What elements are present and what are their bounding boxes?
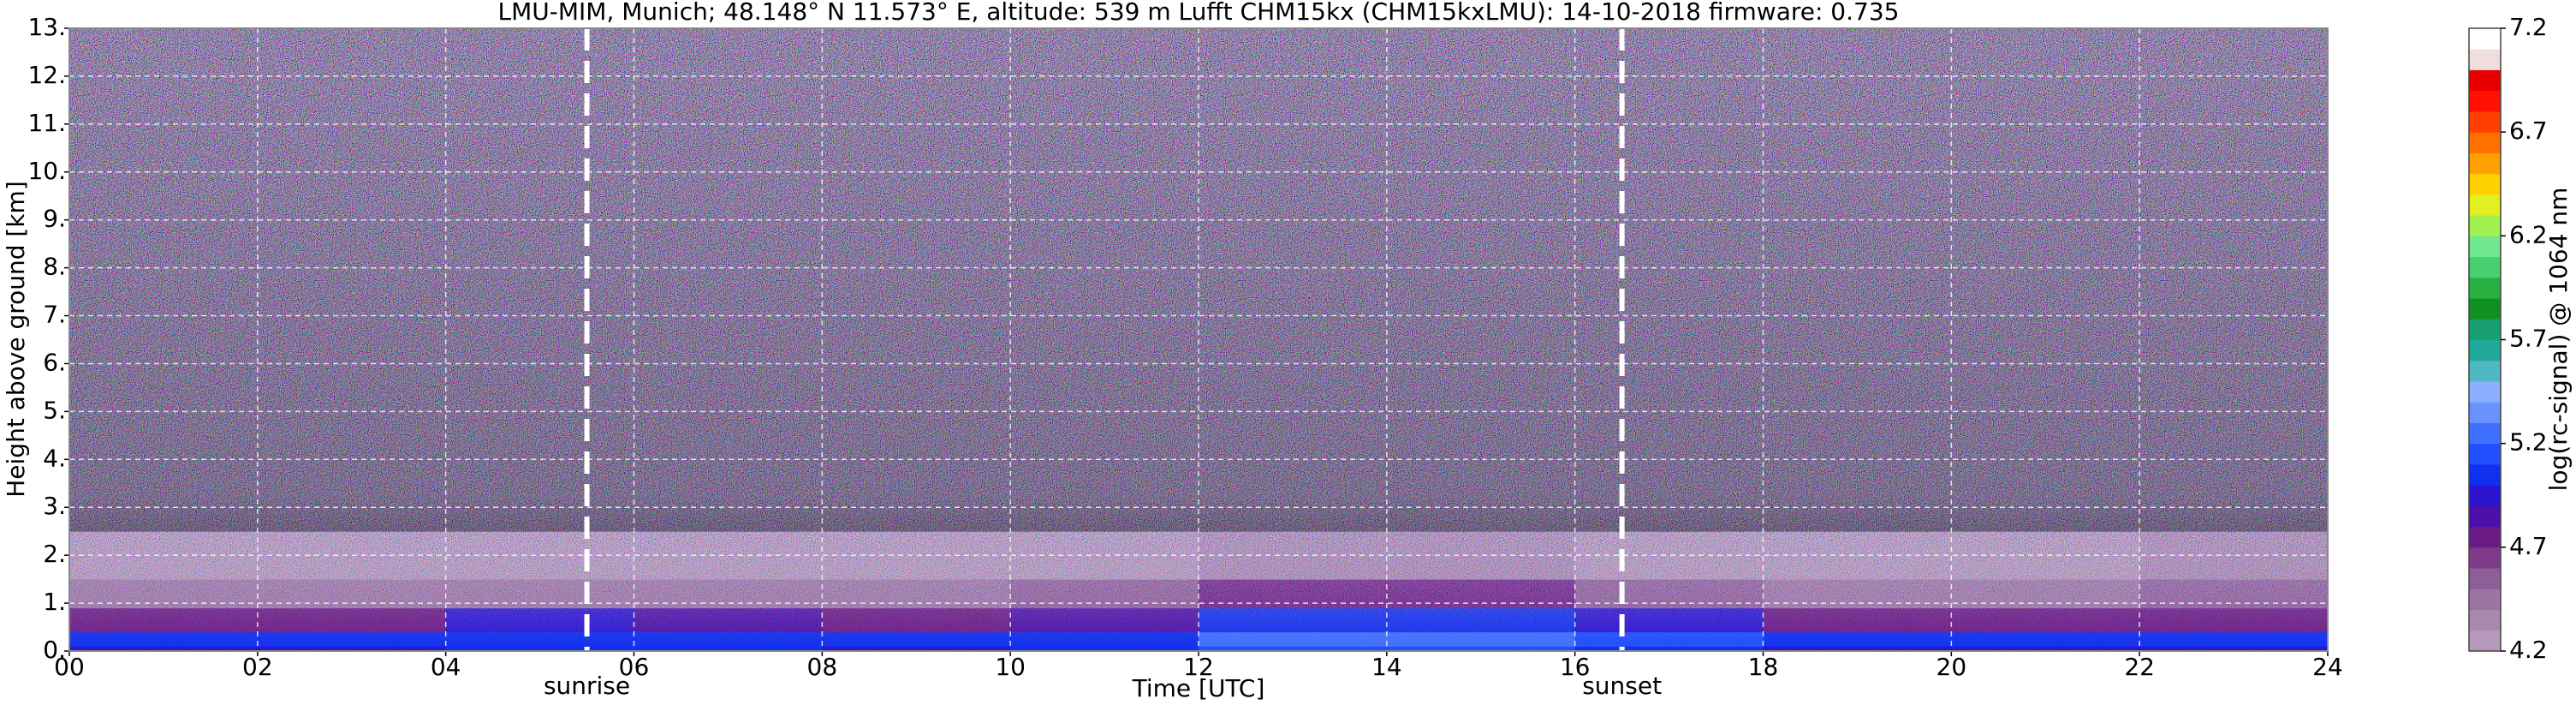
y-tick-label: 8. bbox=[43, 253, 66, 281]
y-tick-label: 11. bbox=[27, 109, 66, 137]
y-tick-label: 2. bbox=[43, 540, 66, 568]
colorbar-segment bbox=[2469, 28, 2501, 50]
colorbar-segment bbox=[2469, 298, 2501, 320]
colorbar-segment bbox=[2469, 69, 2501, 92]
x-tick-label: 12 bbox=[1183, 653, 1214, 681]
colorbar-segment bbox=[2469, 49, 2501, 70]
colorbar-segment bbox=[2469, 402, 2501, 423]
colorbar-tick-label: 5.2 bbox=[2509, 428, 2548, 457]
colorbar-label: log(rc-signal) @ 1064 nm bbox=[2544, 188, 2573, 492]
colorbar-segment bbox=[2469, 277, 2501, 299]
colorbar-tick-label: 7.2 bbox=[2509, 13, 2548, 41]
event-label: sunrise bbox=[544, 672, 630, 700]
colorbar-tick-label: 4.2 bbox=[2509, 636, 2548, 664]
axes: 0. 1. 2. 3. 4. 5. 6. 7. 8. 9. 10. 11. 12. 13. 00 02 04 06… bbox=[27, 13, 2342, 700]
colorbar-segment bbox=[2469, 443, 2501, 465]
y-tick-label: 7. bbox=[43, 301, 66, 329]
x-tick-label: 10 bbox=[995, 653, 1026, 681]
colorbar-segment bbox=[2469, 215, 2501, 236]
x-tick-label: 06 bbox=[619, 653, 650, 681]
colorbar-segment bbox=[2469, 360, 2501, 382]
colorbar-segment bbox=[2469, 194, 2501, 216]
x-tick-label: 04 bbox=[431, 653, 461, 681]
colorbar-segment bbox=[2469, 422, 2501, 445]
colorbar-segment bbox=[2469, 568, 2501, 589]
colorbar-segment bbox=[2469, 547, 2501, 569]
y-tick-label: 12. bbox=[27, 61, 66, 89]
y-tick-label: 3. bbox=[43, 492, 66, 520]
y-axis-label: Height above ground [km] bbox=[2, 181, 30, 498]
colorbar-tick-label: 4.7 bbox=[2509, 532, 2548, 560]
colorbar-segment bbox=[2469, 256, 2501, 278]
colorbar-segment bbox=[2469, 609, 2501, 631]
colorbar-segment bbox=[2469, 152, 2501, 175]
x-tick-label: 18 bbox=[1748, 653, 1779, 681]
y-tick-label: 13. bbox=[27, 13, 66, 41]
colorbar-segment bbox=[2469, 380, 2501, 403]
x-tick-label: 02 bbox=[242, 653, 273, 681]
colorbar-segment bbox=[2469, 463, 2501, 486]
x-tick-label: 22 bbox=[2124, 653, 2155, 681]
y-tick-label: 9. bbox=[43, 205, 66, 233]
chart-title: LMU-MIM, Munich; 48.148° N 11.573° E, al… bbox=[498, 0, 1900, 26]
y-tick-label: 1. bbox=[43, 588, 66, 616]
colorbar-segment bbox=[2469, 173, 2501, 195]
colorbar-segment bbox=[2469, 319, 2501, 340]
x-tick-label: 08 bbox=[807, 653, 838, 681]
colorbar-segment bbox=[2469, 526, 2501, 548]
event-label: sunset bbox=[1582, 672, 1662, 700]
x-tick-label: 24 bbox=[2312, 653, 2343, 681]
colorbar-segment bbox=[2469, 589, 2501, 611]
x-tick-label: 14 bbox=[1371, 653, 1402, 681]
colorbar-segment bbox=[2469, 339, 2501, 361]
colorbar-segment bbox=[2469, 236, 2501, 258]
x-tick-label: 16 bbox=[1560, 653, 1591, 681]
plot-frame bbox=[68, 27, 2329, 652]
x-tick-label: 00 bbox=[54, 653, 85, 681]
colorbar-segment bbox=[2469, 90, 2501, 112]
colorbar-segment bbox=[2469, 132, 2501, 153]
y-tick-label: 4. bbox=[43, 444, 66, 472]
colorbar-tick-label: 6.2 bbox=[2509, 220, 2548, 248]
colorbar-segment bbox=[2469, 111, 2501, 133]
colorbar-tick-label: 5.7 bbox=[2509, 325, 2548, 353]
y-tick-label: 10. bbox=[27, 157, 66, 185]
colorbar-segment bbox=[2469, 505, 2501, 528]
x-axis-label: Time [UTC] bbox=[1132, 674, 1265, 702]
y-tick-label: 5. bbox=[43, 396, 66, 424]
x-tick-label: 20 bbox=[1936, 653, 1967, 681]
colorbar-segment bbox=[2469, 485, 2501, 506]
y-tick-label: 6. bbox=[43, 348, 66, 376]
colorbar-segment bbox=[2469, 630, 2501, 652]
y-tick-label: 0. bbox=[43, 636, 66, 664]
colorbar-tick-label: 6.7 bbox=[2509, 117, 2548, 145]
